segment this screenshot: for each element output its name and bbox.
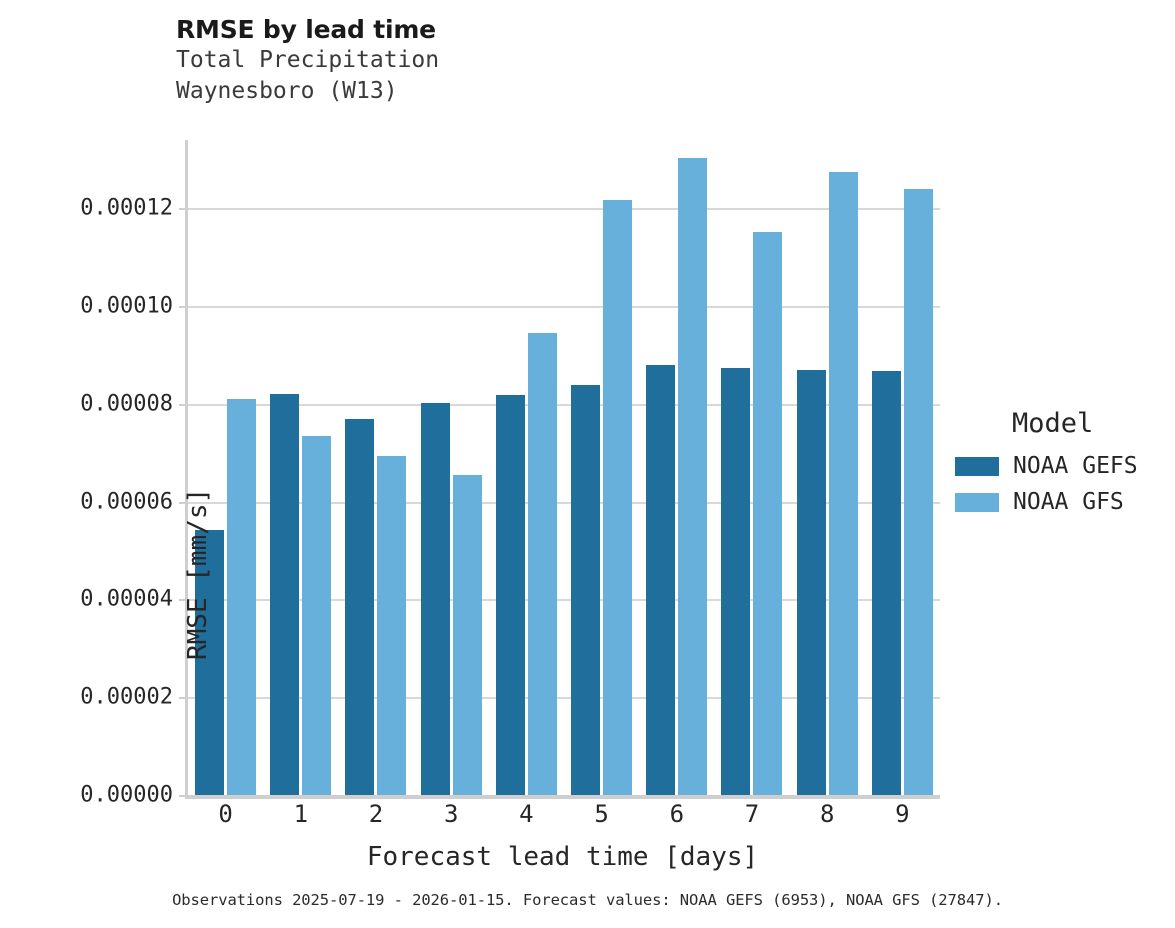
y-tick-label: 0.00010 [80,293,173,319]
gridline [188,599,940,602]
x-tick-label: 4 [519,800,534,828]
x-tick-label: 7 [744,800,760,828]
bar-noaa-gfs-lead-7[interactable] [753,231,783,795]
bar-group [865,140,940,795]
bar-noaa-gfs-lead-9[interactable] [903,188,933,795]
y-tick-mark [179,403,188,406]
x-axis-title: Forecast lead time [days] [366,842,759,872]
bar-series-layer [188,140,940,795]
title-block: RMSE by lead time Total Precipitation Wa… [176,15,440,108]
bar-group [414,140,489,795]
bar-noaa-gefs-lead-2[interactable] [345,419,375,795]
y-tick-label: 0.00004 [80,586,173,612]
x-tick-label: 2 [368,800,384,828]
legend-swatch-icon-gfs [955,492,999,512]
bar-group [188,140,263,795]
bar-noaa-gfs-lead-8[interactable] [828,172,858,795]
legend-label-gfs: NOAA GFS [1013,489,1124,515]
gridline [188,501,940,504]
x-tick-label: 0 [218,800,233,828]
bar-group [338,140,413,795]
plot-area: 0.00000 0.00002 0.00004 0.00006 0.00008 0.000… [80,140,940,808]
bar-noaa-gfs-lead-2[interactable] [377,455,407,795]
legend-item-gfs[interactable]: NOAA GFS [955,485,1170,519]
bar-noaa-gefs-lead-9[interactable] [871,370,901,795]
legend: Model NOAA GEFS NOAA GFS [955,408,1170,521]
y-tick-label: 0.00002 [80,684,173,710]
legend-swatch-icon-gefs [955,456,999,476]
chart-subtitle-variable: Total Precipitation [176,46,440,73]
x-axis-spine [185,795,940,799]
y-tick-label: 0.00006 [80,489,173,515]
bar-group [263,140,338,795]
bar-noaa-gfs-lead-0[interactable] [227,398,257,795]
legend-label-gefs: NOAA GEFS [1013,453,1138,479]
y-tick-mark [179,795,188,797]
y-tick-mark [179,599,188,602]
gridline [188,697,940,700]
y-tick-label: 0.00008 [80,391,173,417]
bar-noaa-gefs-lead-3[interactable] [420,402,450,795]
bar-noaa-gfs-lead-4[interactable] [527,333,557,795]
bar-noaa-gefs-lead-7[interactable] [721,368,751,795]
legend-title: Model [1012,408,1094,439]
page-title: RMSE by lead time [176,15,436,44]
gridline [188,208,940,211]
bar-noaa-gfs-lead-1[interactable] [302,435,332,795]
bar-group [489,140,564,795]
y-tick-mark [179,501,188,504]
chart-caption: Observations 2025-07-19 - 2026-01-15. Fo… [172,891,1003,909]
bar-group [790,140,865,795]
y-axis-spine [185,140,188,795]
y-tick-label: 0.00012 [80,195,173,221]
x-tick-label: 8 [819,800,835,828]
y-tick-mark [179,697,188,700]
gridline [188,403,940,406]
y-tick-label: 0.00000 [80,782,173,808]
bar-group [639,140,714,795]
x-tick-label: 6 [669,800,685,828]
y-tick-mark [179,208,188,211]
x-axis-ticks: 0 1 2 3 4 5 6 7 8 9 [188,800,940,834]
bar-noaa-gefs-lead-6[interactable] [646,365,676,795]
bar-noaa-gefs-lead-0[interactable] [195,529,225,795]
bar-noaa-gfs-lead-3[interactable] [452,474,482,795]
gridline [188,306,940,309]
bar-noaa-gfs-lead-6[interactable] [678,157,708,795]
x-tick-label: 9 [895,800,910,828]
bar-group [564,140,639,795]
y-tick-mark [179,306,188,309]
bar-group [714,140,789,795]
bar-noaa-gfs-lead-5[interactable] [603,199,633,795]
bar-noaa-gefs-lead-8[interactable] [796,369,826,795]
x-tick-label: 1 [293,800,309,828]
bar-noaa-gefs-lead-4[interactable] [495,394,525,795]
legend-item-gefs[interactable]: NOAA GEFS [955,449,1170,483]
y-axis-title: RMSE [mm/s] [183,487,213,660]
bar-noaa-gefs-lead-1[interactable] [270,393,300,795]
bar-noaa-gefs-lead-5[interactable] [571,385,601,795]
x-tick-label: 5 [594,800,609,828]
x-tick-label: 3 [443,800,459,828]
chart-subtitle-site: Waynesboro (W13) [176,78,398,105]
